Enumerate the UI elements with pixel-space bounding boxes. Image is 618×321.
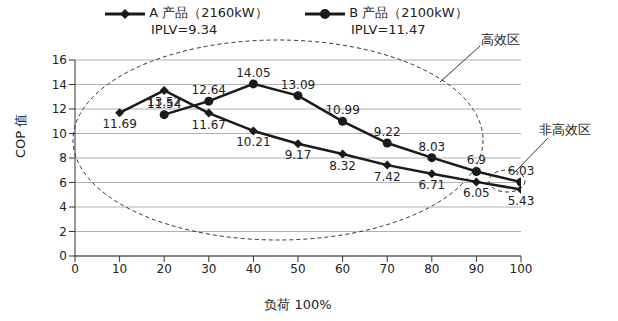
svg-text:11.69: 11.69 bbox=[102, 117, 136, 131]
svg-text:5.43: 5.43 bbox=[508, 194, 535, 208]
svg-text:11.54: 11.54 bbox=[147, 97, 181, 111]
svg-text:10: 10 bbox=[112, 262, 127, 276]
svg-text:高效区: 高效区 bbox=[481, 32, 520, 47]
svg-text:0: 0 bbox=[59, 249, 67, 263]
svg-text:10.99: 10.99 bbox=[325, 103, 359, 117]
html-text:A 产品（2160kW）: A 产品（2160kW） bbox=[149, 5, 268, 20]
svg-text:2: 2 bbox=[59, 225, 67, 239]
svg-text:12: 12 bbox=[52, 102, 67, 116]
svg-text:9.17: 9.17 bbox=[285, 148, 312, 162]
svg-text:8: 8 bbox=[59, 151, 67, 165]
svg-text:11.67: 11.67 bbox=[192, 118, 226, 132]
svg-text:10: 10 bbox=[52, 127, 67, 141]
svg-text:6: 6 bbox=[59, 176, 67, 190]
svg-text:13.09: 13.09 bbox=[281, 78, 315, 92]
svg-text:100: 100 bbox=[510, 262, 533, 276]
svg-text:12.64: 12.64 bbox=[192, 83, 226, 97]
svg-text:7.42: 7.42 bbox=[374, 170, 401, 184]
svg-text:0: 0 bbox=[71, 262, 79, 276]
svg-text:10.21: 10.21 bbox=[236, 135, 270, 149]
svg-text:60: 60 bbox=[335, 262, 350, 276]
svg-text:COP 值: COP 值 bbox=[13, 114, 28, 158]
svg-text:6.03: 6.03 bbox=[508, 164, 535, 178]
svg-text:8.03: 8.03 bbox=[418, 140, 445, 154]
html-text:IPLV=9.34: IPLV=9.34 bbox=[151, 22, 218, 37]
html-text:IPLV=11.47: IPLV=11.47 bbox=[351, 22, 426, 37]
svg-text:8.32: 8.32 bbox=[329, 159, 356, 173]
svg-text:14: 14 bbox=[52, 78, 67, 92]
svg-text:90: 90 bbox=[469, 262, 484, 276]
html-text:B 产品（2100kW）: B 产品（2100kW） bbox=[349, 5, 468, 20]
svg-text:非高效区: 非高效区 bbox=[539, 122, 591, 137]
svg-text:6.9: 6.9 bbox=[467, 153, 486, 167]
svg-text:80: 80 bbox=[424, 262, 439, 276]
svg-text:50: 50 bbox=[290, 262, 305, 276]
svg-text:14.05: 14.05 bbox=[236, 66, 270, 80]
svg-text:负荷 100%: 负荷 100% bbox=[264, 297, 331, 312]
svg-text:4: 4 bbox=[59, 200, 67, 214]
svg-text:9.22: 9.22 bbox=[374, 125, 401, 139]
svg-text:6.05: 6.05 bbox=[463, 186, 490, 200]
svg-text:16: 16 bbox=[52, 53, 67, 67]
svg-text:30: 30 bbox=[201, 262, 216, 276]
svg-text:6.71: 6.71 bbox=[418, 178, 445, 192]
svg-text:40: 40 bbox=[246, 262, 261, 276]
svg-text:20: 20 bbox=[157, 262, 172, 276]
svg-text:70: 70 bbox=[380, 262, 395, 276]
